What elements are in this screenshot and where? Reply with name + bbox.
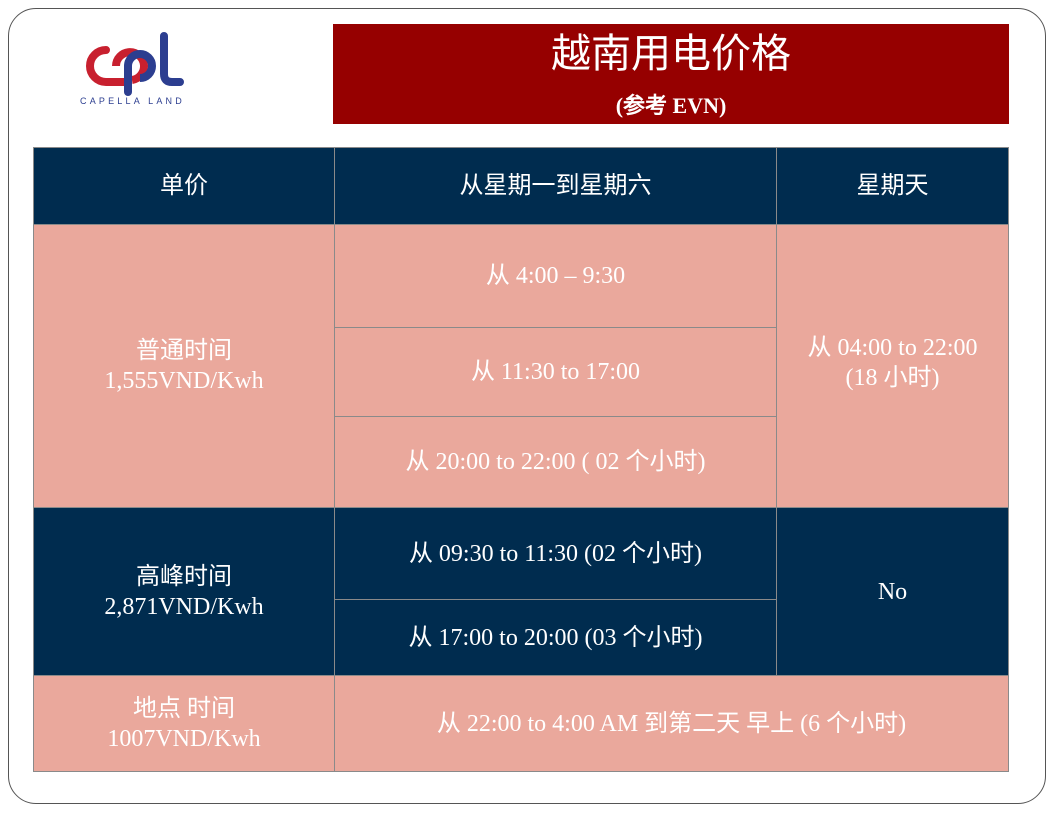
column-header-weekday: 从星期一到星期六 — [334, 147, 777, 225]
capella-land-logo — [86, 32, 184, 96]
column-header-sunday: 星期天 — [776, 147, 1009, 225]
normal-sunday-range: 从 04:00 to 22:00 — [807, 335, 978, 361]
normal-weekday-slot-2: 从 11:30 to 17:00 — [334, 327, 777, 417]
peak-price: 2,871VND/Kwh — [104, 593, 264, 620]
peak-sunday-cell: No — [776, 507, 1009, 676]
normal-weekday-slot-1: 从 4:00 – 9:30 — [334, 224, 777, 328]
normal-price: 1,555VND/Kwh — [104, 368, 264, 394]
page-title: 越南用电价格 — [551, 31, 791, 76]
peak-weekday-slot-1: 从 09:30 to 11:30 (02 个小时) — [334, 507, 777, 600]
normal-sunday-cell: 从 04:00 to 22:00 (18 小时) — [776, 224, 1009, 508]
offpeak-price: 1007VND/Kwh — [107, 725, 261, 752]
title-banner: 越南用电价格 (参考 EVN) — [333, 24, 1009, 124]
peak-rate-cell: 高峰时间 2,871VND/Kwh — [33, 507, 335, 676]
offpeak-rate-cell: 地点 时间 1007VND/Kwh — [33, 675, 335, 772]
offpeak-all-days-cell: 从 22:00 to 4:00 AM 到第二天 早上 (6 个小时) — [334, 675, 1009, 772]
normal-rate-cell: 普通时间 1,555VND/Kwh — [33, 224, 335, 508]
normal-weekday-slot-3: 从 20:00 to 22:00 ( 02 个小时) — [334, 416, 777, 508]
logo-text: CAPELLA LAND — [80, 96, 185, 106]
offpeak-label: 地点 时间 — [133, 695, 235, 722]
slide-frame — [8, 8, 1046, 804]
column-header-unit-price: 单价 — [33, 147, 335, 225]
peak-label: 高峰时间 — [136, 563, 232, 590]
peak-weekday-slot-2: 从 17:00 to 20:00 (03 个小时) — [334, 599, 777, 676]
page-subtitle: (参考 EVN) — [615, 93, 727, 118]
normal-sunday-hours: (18 小时) — [845, 365, 940, 391]
normal-label: 普通时间 — [136, 338, 232, 364]
